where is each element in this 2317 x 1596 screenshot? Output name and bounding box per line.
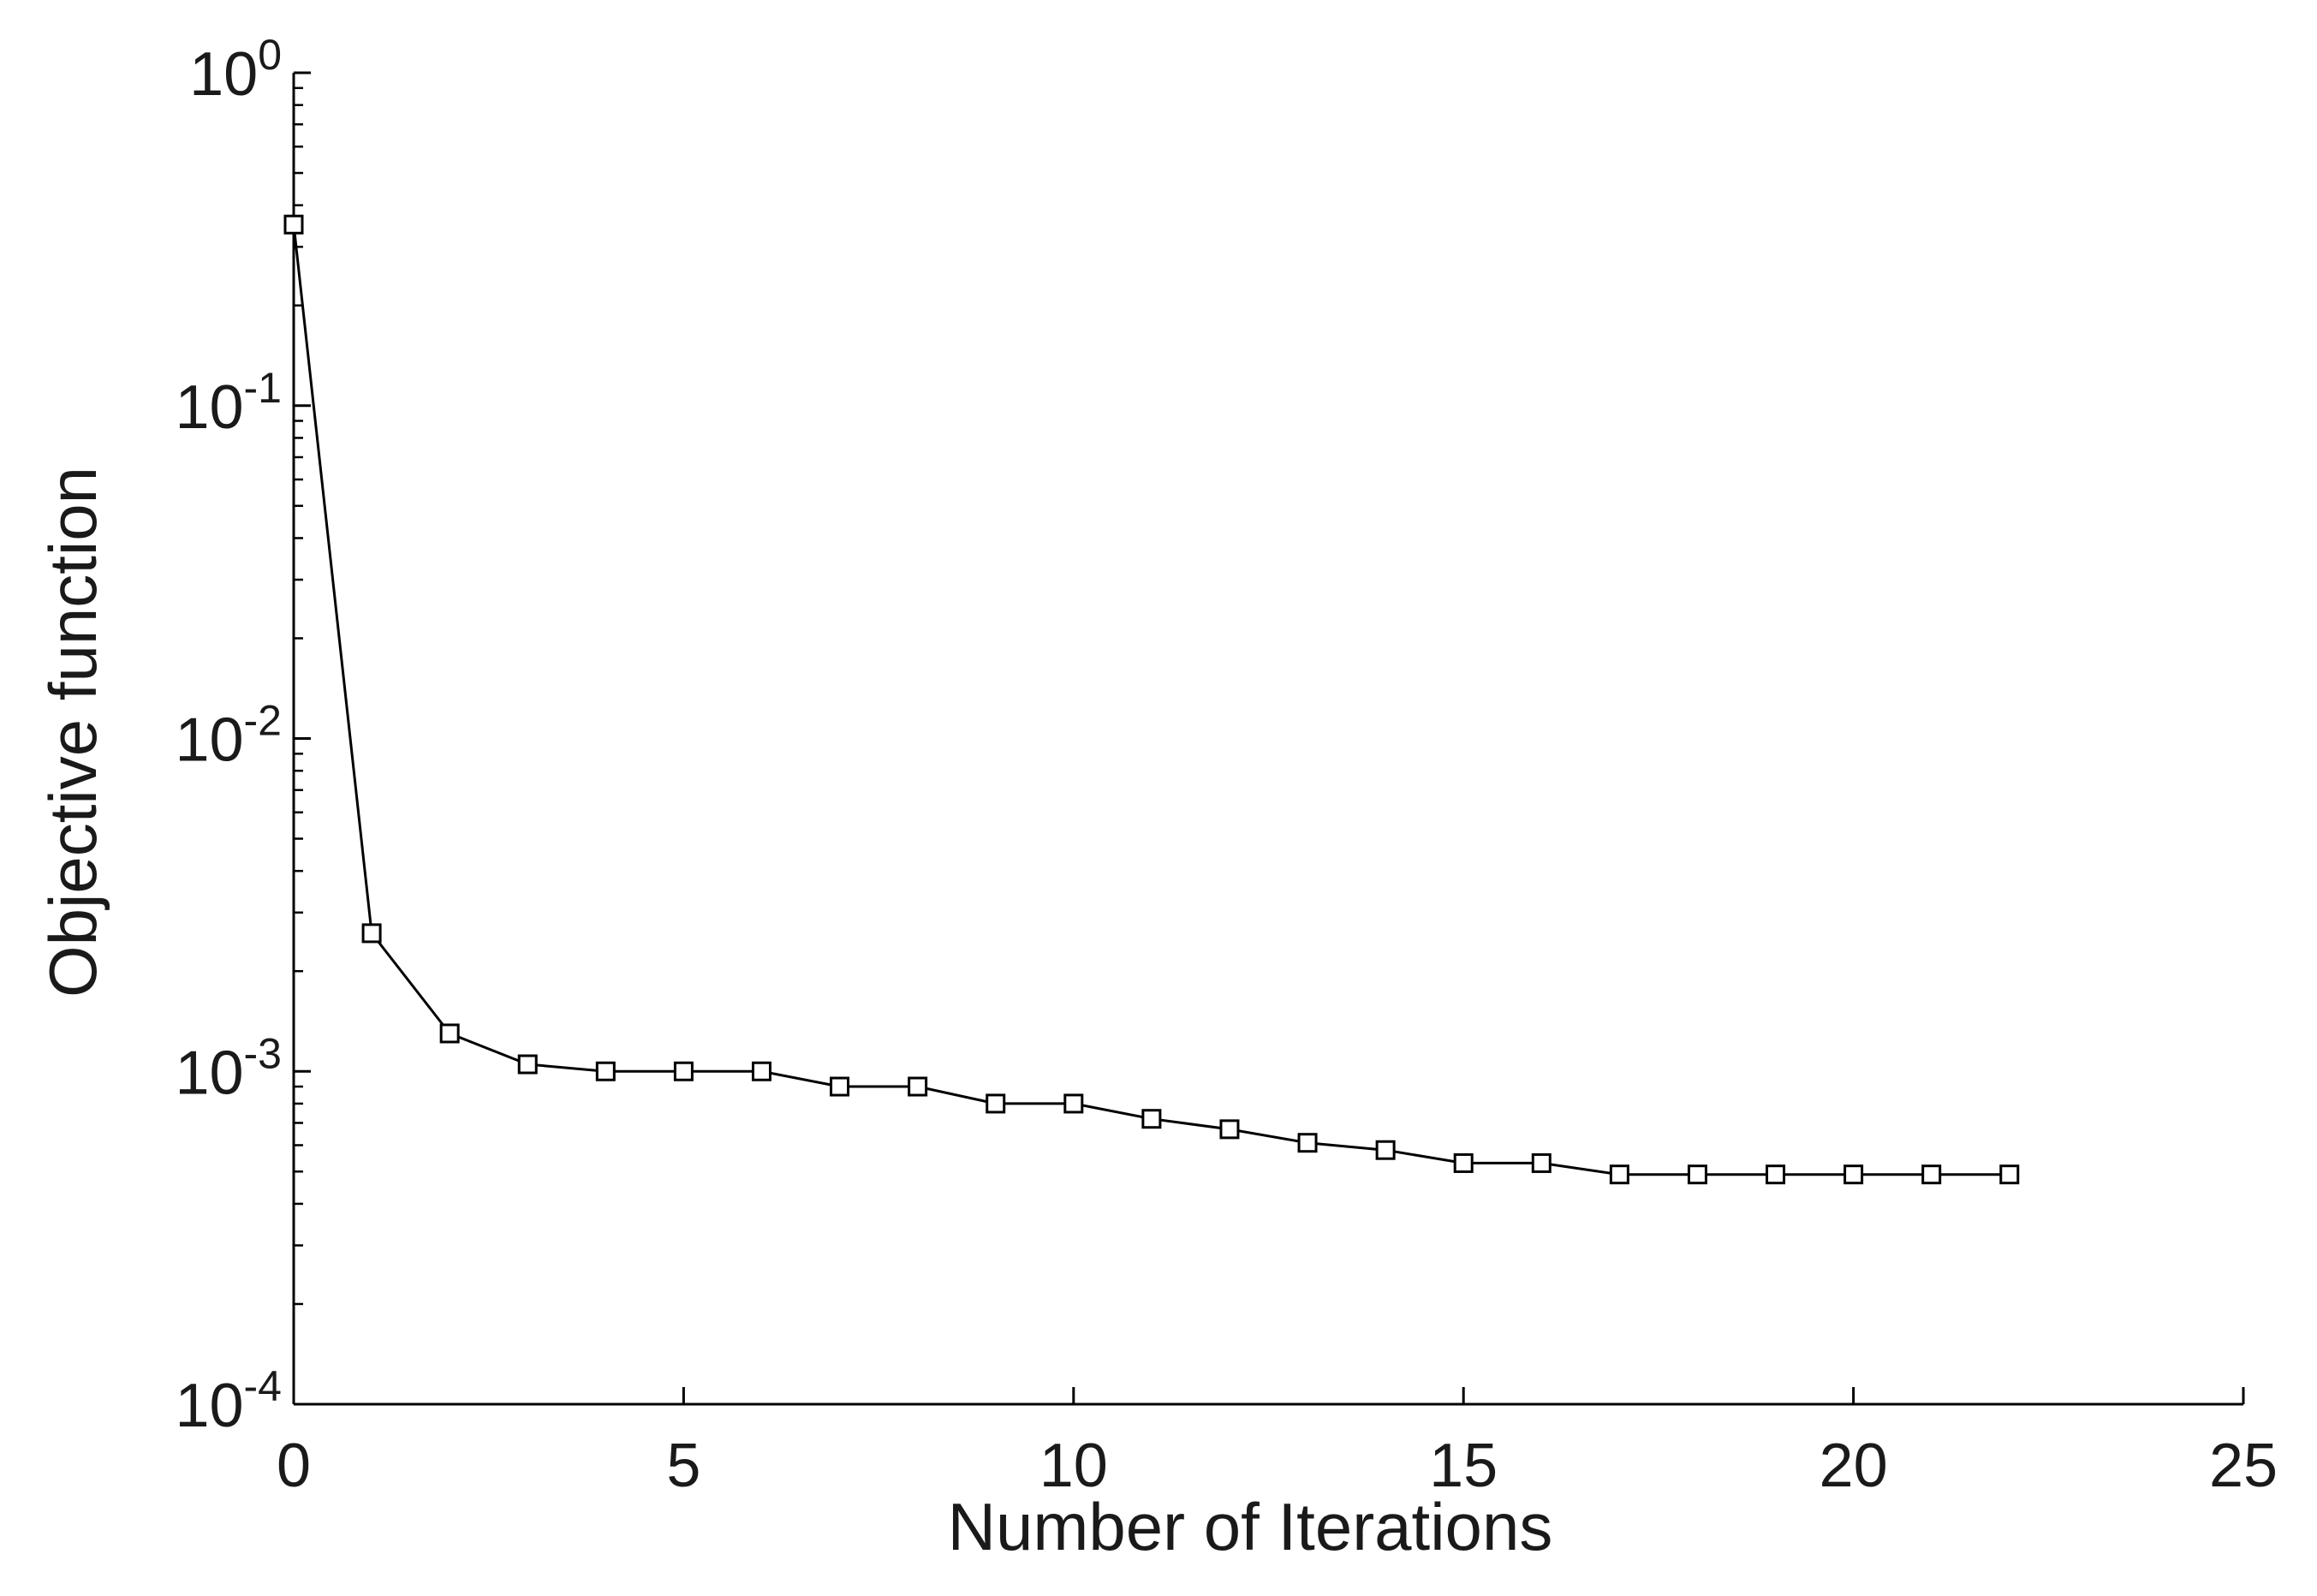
y-tick-label: 10-4 (175, 1362, 282, 1440)
data-point (1843, 1164, 1864, 1185)
series-group (283, 214, 2020, 1185)
x-tick-label: 25 (2209, 1432, 2278, 1500)
data-point (830, 1076, 850, 1097)
x-tick-label: 0 (277, 1432, 311, 1500)
data-point (1687, 1164, 1707, 1185)
data-point (517, 1054, 538, 1075)
data-point (986, 1093, 1006, 1114)
x-tick-label: 20 (1820, 1432, 1888, 1500)
data-point (1531, 1152, 1552, 1173)
data-point (595, 1061, 616, 1081)
data-point (1999, 1164, 2020, 1185)
y-tick-label: 10-2 (175, 697, 282, 775)
axes (292, 73, 2243, 1406)
x-tick-label: 5 (666, 1432, 700, 1500)
y-minor-ticks (294, 86, 303, 1306)
data-point (361, 923, 382, 944)
data-point (908, 1076, 928, 1097)
data-point (751, 1061, 771, 1081)
x-tick-label: 10 (1039, 1432, 1108, 1500)
data-point (1219, 1119, 1240, 1140)
data-point (439, 1023, 460, 1044)
data-point (1375, 1140, 1396, 1160)
data-point (673, 1061, 694, 1081)
data-point (1609, 1164, 1629, 1185)
data-point (1297, 1133, 1318, 1153)
data-point (283, 214, 304, 235)
series-line (292, 224, 2010, 1176)
y-tick-label: 100 (189, 31, 282, 109)
x-tick-label: 15 (1429, 1432, 1498, 1500)
data-point (1063, 1093, 1084, 1114)
data-point (1453, 1152, 1474, 1173)
y-tick-label: 10-3 (175, 1029, 282, 1107)
y-tick-label: 10-1 (175, 364, 282, 442)
y-axis-label: Objective function (35, 467, 110, 998)
ticks: 0 5 10 15 20 25 10-4 10-3 10-2 10-1 100 (175, 31, 2278, 1500)
x-axis-label: Number of Iterations (948, 1489, 1553, 1564)
data-point (1766, 1164, 1786, 1185)
data-point (1141, 1109, 1162, 1129)
data-point (1921, 1164, 1942, 1185)
